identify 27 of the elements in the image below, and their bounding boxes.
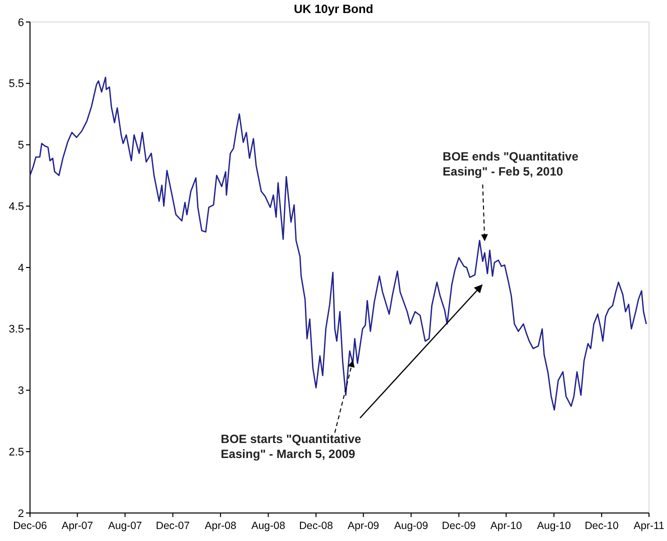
x-tick-label: Aug-08 <box>251 520 286 532</box>
x-tick-label: Dec-07 <box>156 520 190 532</box>
x-tick-label: Apr-11 <box>634 520 665 532</box>
y-tick-label: 3.5 <box>8 324 24 336</box>
y-tick-label: 6 <box>18 16 24 29</box>
line-series <box>29 76 647 411</box>
x-tick-label: Apr-10 <box>490 520 522 532</box>
y-tick-label: 3 <box>18 385 24 398</box>
y-tick-label: 4 <box>18 262 24 274</box>
annotation: BOE starts "Quantitative Easing" - March 5, 2009 <box>220 432 362 461</box>
x-tick-label: Apr-08 <box>204 520 236 532</box>
x-tick-label: Dec-09 <box>442 520 476 532</box>
x-tick-label: Apr-07 <box>62 520 94 532</box>
annotation: BOE ends "Quantitative Easing" - Feb 5, 2010 <box>442 149 579 178</box>
x-tick-label: Aug-09 <box>394 520 428 532</box>
y-tick-label: 2.5 <box>8 446 24 458</box>
y-tick-label: 5 <box>18 140 24 152</box>
x-tick-label: Dec-10 <box>584 520 619 532</box>
x-tick-label: Aug-10 <box>536 520 572 532</box>
chart-title: UK 10yr Bond <box>294 2 374 16</box>
x-tick-label: Dec-06 <box>13 520 48 532</box>
y-tick-label: 4.5 <box>8 200 24 213</box>
x-tick-label: Apr-09 <box>348 520 380 532</box>
y-tick-label: 2 <box>18 508 24 520</box>
x-tick-label: Dec-08 <box>299 520 334 532</box>
y-tick-label: 5.5 <box>8 78 24 90</box>
x-tick-label: Aug-07 <box>108 520 142 532</box>
